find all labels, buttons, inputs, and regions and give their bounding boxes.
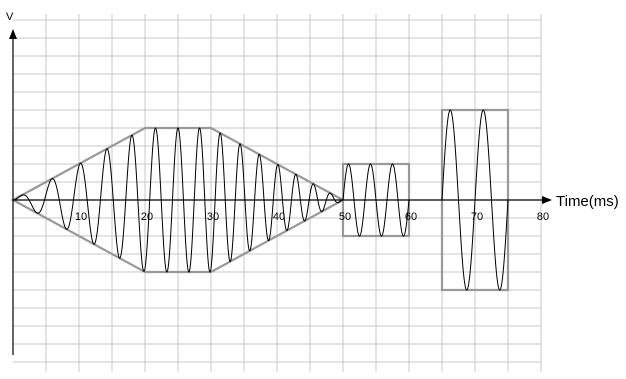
x-tick-label: 70 (471, 211, 483, 223)
x-tick-label: 10 (75, 211, 87, 223)
axes (9, 29, 552, 355)
x-tick-label: 50 (339, 211, 351, 223)
x-tick-label: 60 (405, 211, 417, 223)
grid (13, 14, 542, 372)
y-axis-title: V (6, 11, 14, 23)
y-axis-arrow (9, 29, 17, 39)
x-tick-label: 40 (273, 211, 285, 223)
x-axis-title: Time(ms) (556, 193, 619, 210)
x-tick-label: 80 (537, 211, 549, 223)
wave-segment-1 (12, 127, 344, 273)
x-tick-label: 30 (207, 211, 219, 223)
x-tick-label: 20 (141, 211, 153, 223)
x-axis-arrow (542, 196, 552, 204)
x-tick-labels: 10 20 30 40 50 60 70 80 (75, 211, 549, 223)
